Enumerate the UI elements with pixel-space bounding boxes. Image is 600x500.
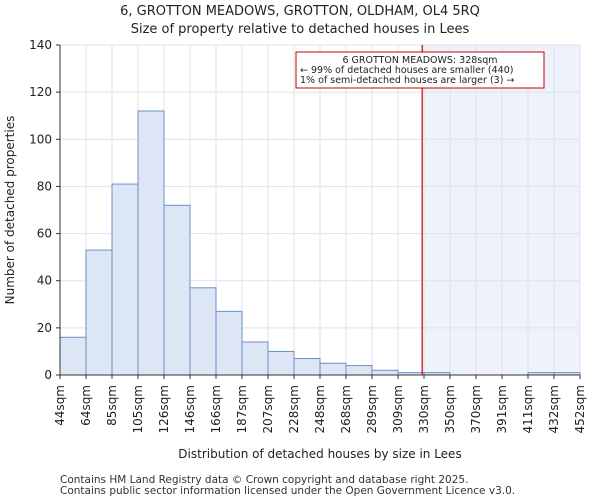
footer-line-2: Contains public sector information licen… xyxy=(60,485,516,497)
bar-289sqm xyxy=(371,369,399,376)
y-tick-label: 80 xyxy=(37,179,52,193)
bar-146sqm xyxy=(189,287,217,376)
x-tick-label: 411sqm xyxy=(521,385,535,433)
x-tick-label: 64sqm xyxy=(79,385,93,426)
bar-126sqm xyxy=(163,204,191,376)
x-tick-label: 350sqm xyxy=(443,385,457,433)
x-tick-label: 105sqm xyxy=(131,385,145,433)
y-tick-label: 120 xyxy=(29,85,52,99)
x-tick-label: 207sqm xyxy=(261,385,275,433)
bar-248sqm xyxy=(319,362,347,376)
bar-64sqm xyxy=(85,249,113,376)
x-tick-label: 187sqm xyxy=(235,385,249,433)
footer-line-1: Contains HM Land Registry data © Crown c… xyxy=(60,474,469,486)
x-tick-label: 248sqm xyxy=(313,385,327,433)
x-tick-label: 166sqm xyxy=(209,385,223,433)
x-tick-label: 370sqm xyxy=(469,385,483,433)
y-tick-label: 140 xyxy=(29,38,52,52)
chart-title: 6, GROTTON MEADOWS, GROTTON, OLDHAM, OL4… xyxy=(120,4,480,19)
bar-268sqm xyxy=(345,365,373,376)
x-tick-label: 228sqm xyxy=(287,385,301,433)
annotation-smaller: ← 99% of detached houses are smaller (44… xyxy=(300,65,513,76)
y-tick-label: 60 xyxy=(37,227,52,241)
y-axis-label: Number of detached properties xyxy=(3,116,17,305)
x-tick-label: 146sqm xyxy=(183,385,197,433)
x-tick-label: 44sqm xyxy=(53,385,67,426)
bar-207sqm xyxy=(267,350,295,376)
x-tick-label: 309sqm xyxy=(391,385,405,433)
y-tick-label: 20 xyxy=(37,321,52,335)
y-tick-label: 0 xyxy=(44,368,52,382)
bar-187sqm xyxy=(241,341,269,376)
x-tick-label: 432sqm xyxy=(547,385,561,433)
bar-166sqm xyxy=(215,310,243,376)
y-tick-label: 100 xyxy=(29,132,52,146)
x-tick-label: 330sqm xyxy=(417,385,431,433)
bar-105sqm xyxy=(137,110,165,376)
annotation-title: 6 GROTTON MEADOWS: 328sqm xyxy=(342,55,497,66)
x-axis-label: Distribution of detached houses by size … xyxy=(178,447,461,461)
annotation-larger: 1% of semi-detached houses are larger (3… xyxy=(300,75,514,86)
x-tick-label: 391sqm xyxy=(495,385,509,433)
highlight-region xyxy=(422,45,580,375)
bar-44sqm xyxy=(59,336,87,376)
x-tick-label: 268sqm xyxy=(339,385,353,433)
bar-228sqm xyxy=(293,358,321,376)
x-tick-label: 289sqm xyxy=(365,385,379,433)
x-tick-label: 85sqm xyxy=(105,385,119,426)
annotation-box xyxy=(295,51,545,89)
x-tick-label: 126sqm xyxy=(157,385,171,433)
bar-85sqm xyxy=(111,183,139,376)
x-tick-label: 452sqm xyxy=(573,385,587,433)
chart-subtitle: Size of property relative to detached ho… xyxy=(130,22,470,37)
y-tick-label: 40 xyxy=(37,274,52,288)
